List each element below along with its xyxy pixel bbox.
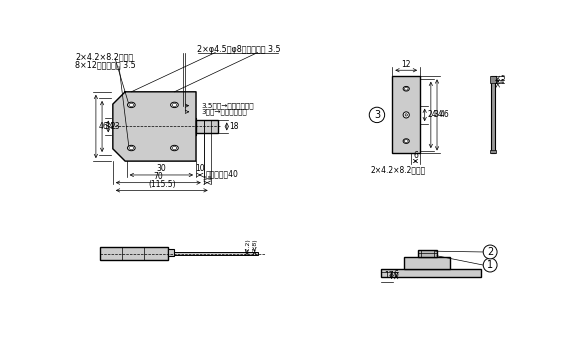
Bar <box>491 77 494 153</box>
Bar <box>174 252 258 255</box>
Text: 3: 3 <box>374 110 380 120</box>
Text: 3（閉→開の押込代）: 3（閉→開の押込代） <box>202 109 247 115</box>
Text: 8×12ざぐり深さ 3.5: 8×12ざぐり深さ 3.5 <box>75 60 136 69</box>
Text: (7.8): (7.8) <box>253 238 258 253</box>
Text: 2×φ4.5稴φ8ざぐり深さ 3.5: 2×φ4.5稴φ8ざぐり深さ 3.5 <box>196 45 280 54</box>
Text: 1: 1 <box>487 260 493 270</box>
Bar <box>381 269 481 277</box>
Text: 2×4.2×8.2長円稴: 2×4.2×8.2長円稴 <box>75 53 133 62</box>
Text: 30: 30 <box>156 164 166 173</box>
Text: (115.5): (115.5) <box>148 180 175 189</box>
Text: 23: 23 <box>111 122 120 131</box>
Text: 3.5（開→閉の押込代）: 3.5（開→閉の押込代） <box>202 102 254 109</box>
Text: 34: 34 <box>433 110 443 119</box>
Text: 34: 34 <box>104 122 114 131</box>
Text: 4: 4 <box>500 79 505 85</box>
Circle shape <box>483 245 497 259</box>
Bar <box>404 258 450 269</box>
Text: 12: 12 <box>401 60 411 69</box>
Bar <box>490 77 496 82</box>
Bar <box>490 150 496 153</box>
Text: 5.5: 5.5 <box>202 176 212 181</box>
Circle shape <box>369 107 385 122</box>
Text: 70: 70 <box>154 172 163 181</box>
Text: 5: 5 <box>500 75 505 81</box>
Bar <box>167 249 174 256</box>
Ellipse shape <box>171 102 178 108</box>
Text: 46: 46 <box>439 110 449 119</box>
Text: 46: 46 <box>98 122 108 131</box>
Text: 18: 18 <box>229 122 239 131</box>
Text: ストローク40: ストローク40 <box>206 169 239 178</box>
Circle shape <box>483 258 497 272</box>
Ellipse shape <box>171 145 178 151</box>
Ellipse shape <box>403 86 409 91</box>
Text: 10: 10 <box>195 164 204 173</box>
Ellipse shape <box>127 102 135 108</box>
Text: 2: 2 <box>487 247 493 257</box>
Bar <box>100 247 167 260</box>
Text: 17: 17 <box>384 271 394 280</box>
Circle shape <box>403 112 409 118</box>
Text: 2×4.2×8.2長円稴: 2×4.2×8.2長円稴 <box>371 166 426 175</box>
Text: 6: 6 <box>413 151 418 160</box>
Polygon shape <box>113 92 196 161</box>
Ellipse shape <box>403 139 409 143</box>
Ellipse shape <box>127 145 135 151</box>
Bar <box>418 250 437 258</box>
Text: 6: 6 <box>393 270 399 279</box>
Bar <box>392 77 420 153</box>
Bar <box>196 119 218 133</box>
Text: 24: 24 <box>427 110 437 119</box>
Text: (7.2): (7.2) <box>245 238 250 253</box>
